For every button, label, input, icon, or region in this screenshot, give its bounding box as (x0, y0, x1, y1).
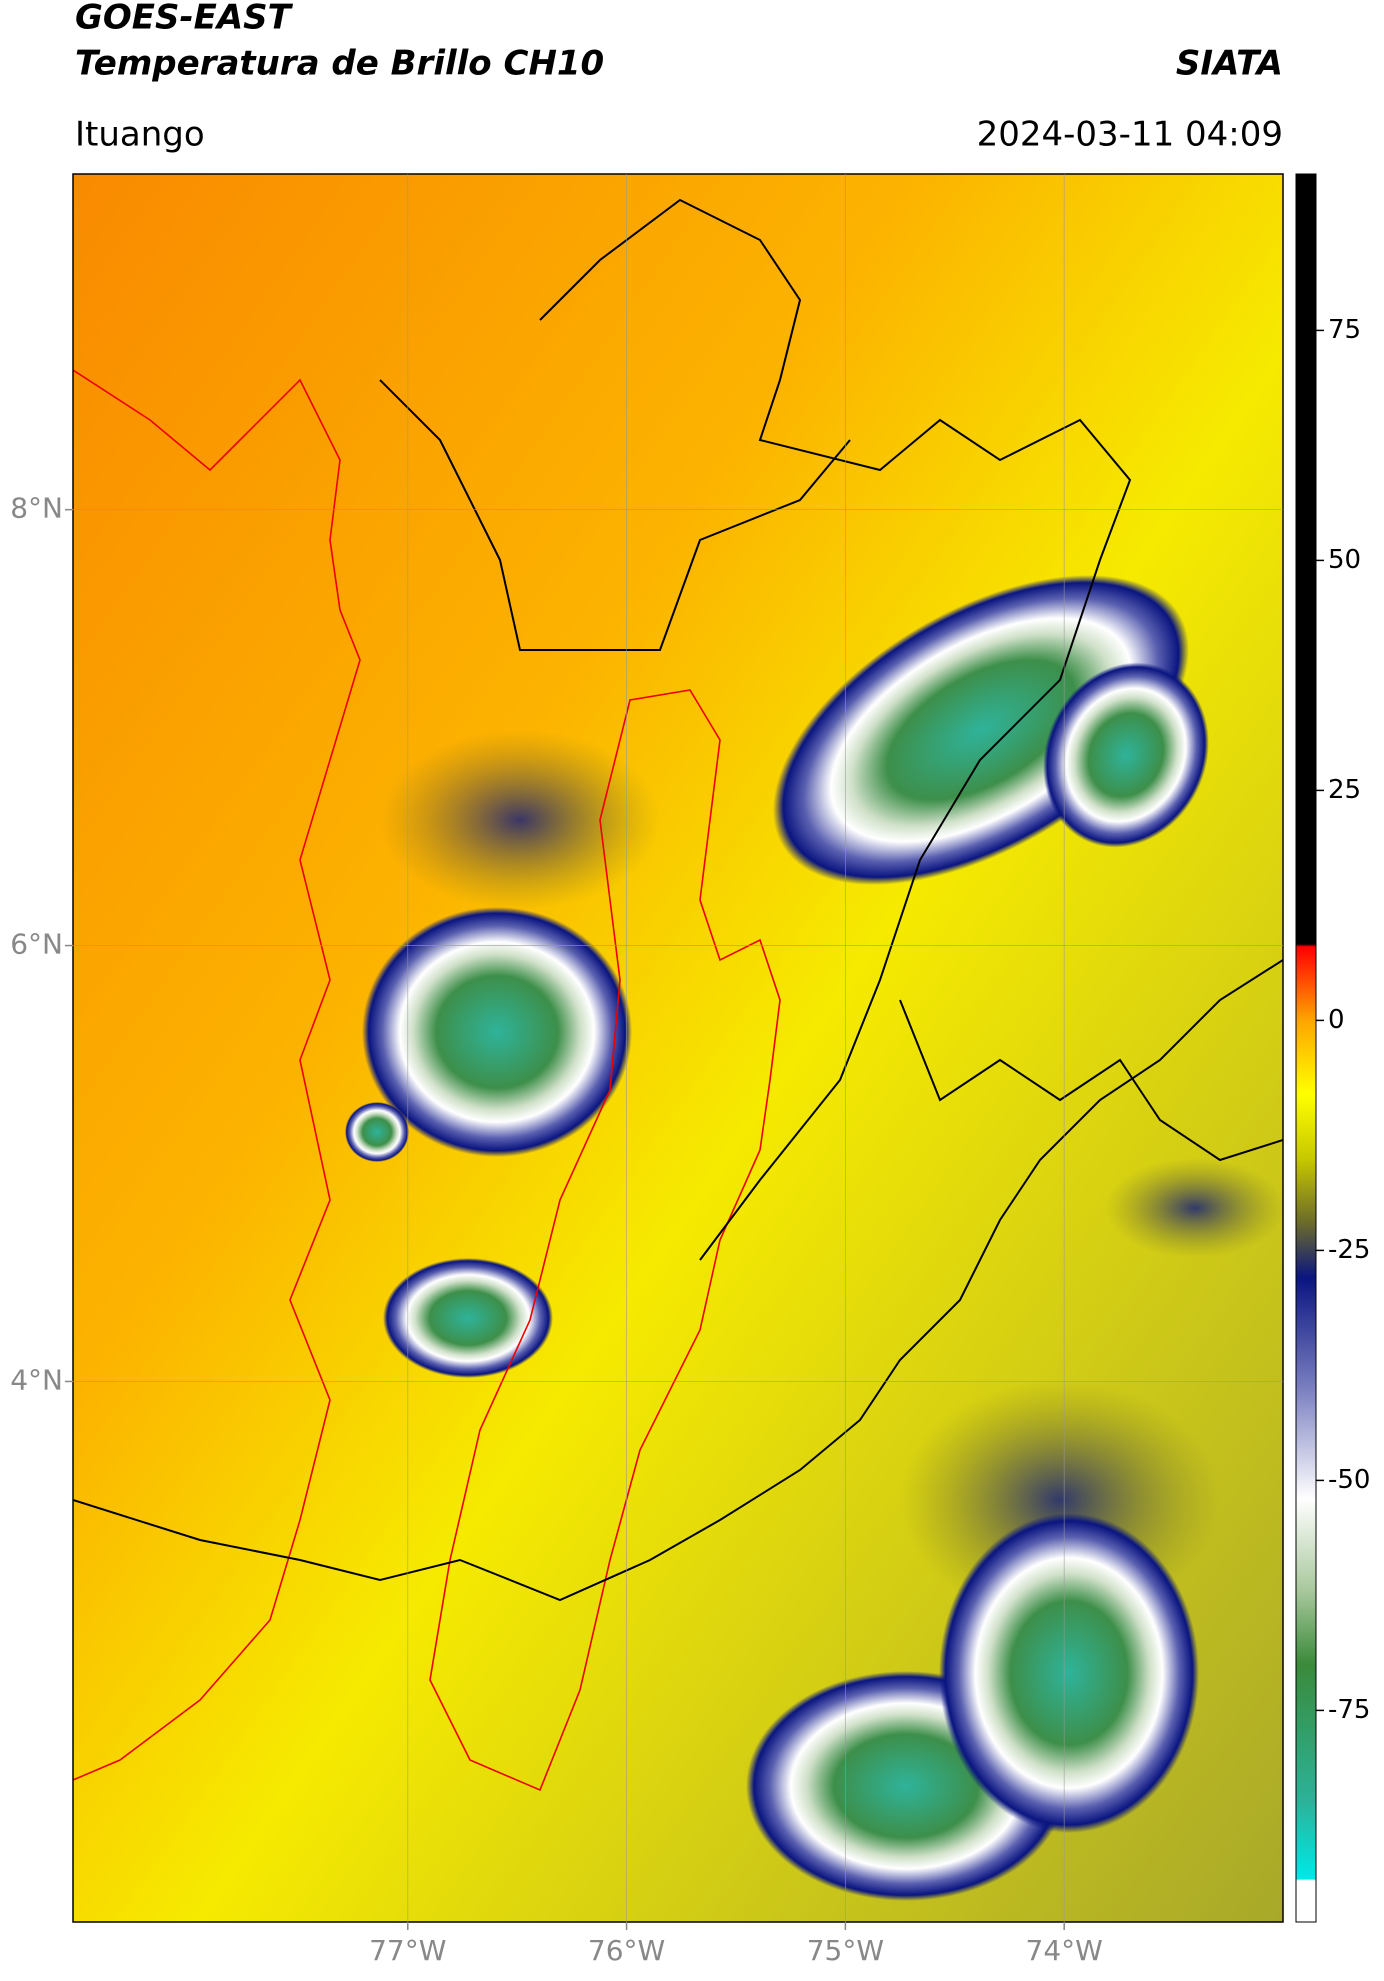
colorbar-tick-label: 50 (1328, 545, 1361, 575)
colorbar-tick-label: -75 (1328, 1695, 1370, 1725)
colorbar-tick-label: -50 (1328, 1465, 1370, 1495)
x-tick-label: 75°W (807, 1934, 884, 1967)
colorbar-tick-label: -25 (1328, 1235, 1370, 1265)
x-tick-label: 77°W (369, 1934, 446, 1967)
colorbar (1295, 173, 1317, 1923)
datetime: 2024-03-11 04:09 (977, 115, 1283, 155)
location: Ituango (75, 115, 205, 155)
map-image (73, 174, 1283, 1922)
y-tick-label: 6°N (10, 928, 63, 961)
x-tick-label: 76°W (588, 1934, 665, 1967)
subtitle: Temperatura de Brillo CH10 (75, 44, 604, 84)
colorbar-tick-label: 0 (1328, 1005, 1345, 1035)
title: GOES-EAST (75, 0, 294, 38)
y-tick-label: 8°N (10, 492, 63, 525)
y-tick-label: 4°N (10, 1363, 63, 1396)
map-frame (72, 173, 1284, 1923)
brand: SIATA (1176, 44, 1283, 84)
x-tick-label: 74°W (1026, 1934, 1103, 1967)
colorbar-tick-label: 75 (1328, 315, 1361, 345)
colorbar-tick-label: 25 (1328, 775, 1361, 805)
